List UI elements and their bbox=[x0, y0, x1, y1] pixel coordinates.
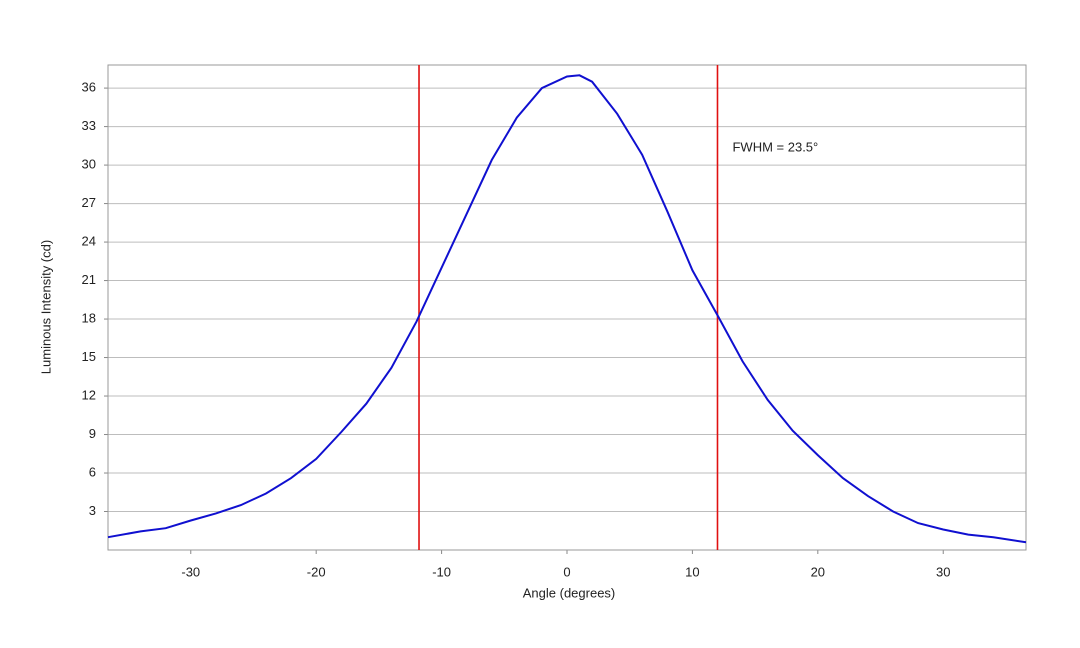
x-tick-label: -20 bbox=[307, 564, 326, 579]
y-tick-label: 12 bbox=[82, 387, 96, 402]
y-tick-label: 24 bbox=[82, 234, 96, 249]
y-tick-label: 33 bbox=[82, 118, 96, 133]
y-tick-label: 21 bbox=[82, 272, 96, 287]
y-tick-label: 6 bbox=[89, 464, 96, 479]
y-tick-label: 36 bbox=[82, 80, 96, 95]
y-tick-label: 3 bbox=[89, 503, 96, 518]
annotation: FWHM = 23.5° bbox=[732, 139, 818, 154]
x-tick-label: -10 bbox=[432, 564, 451, 579]
data-line bbox=[107, 74, 1027, 544]
x-tick-label: 10 bbox=[685, 564, 699, 579]
x-tick-label: 20 bbox=[811, 564, 825, 579]
y-tick-label: 15 bbox=[82, 349, 96, 364]
y-tick-label: 30 bbox=[82, 157, 96, 172]
y-axis-title: Luminous Intensity (cd) bbox=[38, 240, 53, 374]
y-tick-label: 9 bbox=[89, 426, 96, 441]
x-tick-label: 30 bbox=[936, 564, 950, 579]
x-axis-title: Angle (degrees) bbox=[523, 585, 616, 600]
y-tick-label: 27 bbox=[82, 195, 96, 210]
plot-frame bbox=[107, 64, 1027, 551]
x-tick-label: 0 bbox=[563, 564, 570, 579]
y-tick-label: 18 bbox=[82, 310, 96, 325]
x-tick-label: -30 bbox=[181, 564, 200, 579]
